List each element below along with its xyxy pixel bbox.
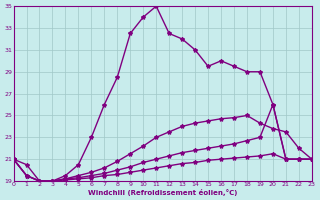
X-axis label: Windchill (Refroidissement éolien,°C): Windchill (Refroidissement éolien,°C) <box>88 189 237 196</box>
